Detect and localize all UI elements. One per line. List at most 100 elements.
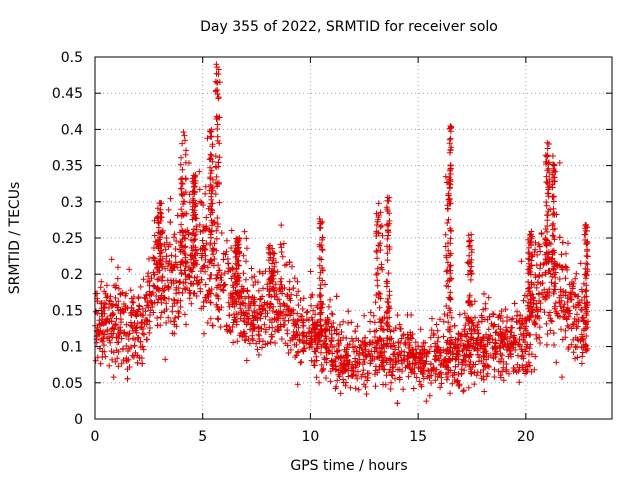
data-point xyxy=(409,331,416,338)
data-point xyxy=(492,329,499,336)
data-point xyxy=(213,173,220,180)
data-point xyxy=(133,313,140,320)
data-point xyxy=(510,334,517,341)
data-point xyxy=(518,353,525,360)
data-point xyxy=(405,373,412,380)
data-point xyxy=(243,245,250,252)
data-point xyxy=(565,324,572,331)
data-point xyxy=(269,267,276,274)
data-point xyxy=(433,321,440,328)
data-point xyxy=(266,324,273,331)
data-point xyxy=(158,309,165,316)
data-point xyxy=(421,346,428,353)
data-point xyxy=(569,285,576,292)
data-point xyxy=(541,309,548,316)
data-point xyxy=(202,246,209,253)
data-point xyxy=(233,290,240,296)
data-point xyxy=(465,384,472,391)
data-point xyxy=(446,185,453,192)
data-point xyxy=(143,292,150,299)
data-point xyxy=(383,278,390,285)
data-point xyxy=(313,357,320,364)
data-point xyxy=(229,324,236,330)
data-point xyxy=(358,341,364,348)
data-point xyxy=(568,325,575,332)
data-point xyxy=(209,158,216,165)
data-point xyxy=(468,343,475,350)
data-point xyxy=(309,344,315,350)
data-point xyxy=(335,342,342,349)
data-point xyxy=(213,179,219,186)
data-point xyxy=(202,294,209,301)
data-point xyxy=(459,359,466,366)
data-point xyxy=(519,315,526,322)
data-point xyxy=(280,308,286,315)
data-point xyxy=(443,376,450,383)
data-point xyxy=(458,371,465,377)
data-point xyxy=(172,259,179,266)
y-tick-label: 0.25 xyxy=(52,231,83,247)
data-point xyxy=(574,311,580,318)
data-point xyxy=(245,307,252,314)
data-point xyxy=(560,292,567,299)
data-point xyxy=(256,268,263,275)
data-point xyxy=(565,240,571,247)
data-point xyxy=(583,272,590,279)
data-point xyxy=(437,316,443,323)
data-point xyxy=(576,302,582,309)
data-point xyxy=(435,334,442,341)
data-point xyxy=(323,335,330,342)
data-point xyxy=(248,265,255,272)
data-point xyxy=(221,270,228,277)
data-point xyxy=(381,366,388,373)
data-point xyxy=(362,334,369,341)
data-point xyxy=(245,336,252,342)
data-point xyxy=(113,282,119,289)
data-point xyxy=(146,255,152,262)
x-tick-label: 15 xyxy=(409,429,427,445)
data-point xyxy=(448,314,455,321)
data-point xyxy=(544,331,551,337)
data-point xyxy=(266,249,273,256)
data-point xyxy=(578,360,585,367)
data-point xyxy=(170,296,177,303)
data-point xyxy=(115,285,122,292)
data-point xyxy=(374,255,381,262)
data-point xyxy=(153,293,160,299)
data-point xyxy=(129,298,136,305)
data-point xyxy=(567,293,574,300)
data-point xyxy=(240,328,247,335)
data-point xyxy=(160,288,166,294)
data-point xyxy=(230,339,237,346)
data-point xyxy=(525,266,532,273)
data-point xyxy=(128,344,134,351)
data-point xyxy=(487,332,494,339)
data-point xyxy=(485,326,492,333)
data-point xyxy=(465,338,472,345)
data-point xyxy=(465,298,472,305)
data-point xyxy=(509,341,516,348)
data-point xyxy=(378,222,385,229)
data-point xyxy=(446,337,453,344)
data-point xyxy=(468,319,475,326)
data-point xyxy=(405,345,412,351)
data-point xyxy=(97,284,104,291)
data-point xyxy=(103,282,110,289)
data-point xyxy=(386,326,393,333)
data-point xyxy=(198,305,205,312)
data-point xyxy=(535,241,542,248)
data-point xyxy=(349,373,356,379)
data-point xyxy=(435,355,442,362)
data-point xyxy=(113,315,120,322)
data-point xyxy=(519,364,526,371)
data-point xyxy=(385,270,392,277)
data-point xyxy=(118,360,125,367)
data-point xyxy=(328,310,335,317)
data-point xyxy=(154,285,161,292)
data-point xyxy=(104,328,111,335)
data-point xyxy=(268,333,275,340)
data-point xyxy=(377,291,384,297)
data-point xyxy=(481,346,488,353)
data-point xyxy=(515,352,521,359)
data-point xyxy=(412,360,419,366)
